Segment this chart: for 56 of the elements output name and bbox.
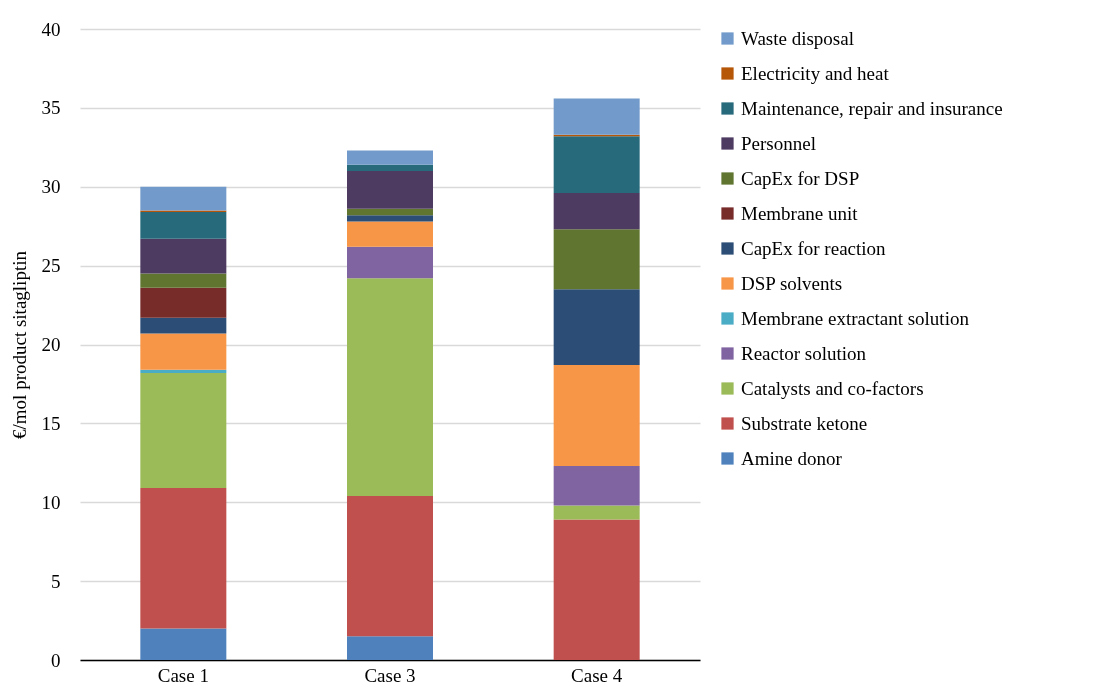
y-tick-label: 0 xyxy=(51,649,61,671)
y-tick-label: 15 xyxy=(41,412,61,434)
bar xyxy=(140,287,227,318)
legend-label: Membrane extractant solution xyxy=(741,307,970,329)
bar xyxy=(347,278,433,496)
y-axis-title: €/mol product sitagliptin xyxy=(8,250,30,439)
legend-label: Personnel xyxy=(741,132,816,154)
y-tick-label: 35 xyxy=(41,97,61,119)
y-tick-label: 25 xyxy=(41,255,61,277)
bar xyxy=(140,317,227,334)
bar xyxy=(553,365,640,466)
bar xyxy=(140,488,227,629)
legend-label: Substrate ketone xyxy=(741,412,868,434)
bar xyxy=(347,636,433,660)
bar xyxy=(553,193,640,230)
bar xyxy=(140,372,227,489)
bar xyxy=(140,333,227,370)
legend-label: Catalysts and co-factors xyxy=(741,377,924,399)
y-tick-label: 40 xyxy=(41,18,61,40)
bar xyxy=(553,229,640,290)
x-tick-label: Case 3 xyxy=(364,664,416,686)
legend-label: CapEx for reaction xyxy=(741,237,887,259)
bar xyxy=(140,369,227,373)
legend-label: DSP solvents xyxy=(741,272,843,294)
bar xyxy=(553,465,640,506)
bar xyxy=(347,208,433,216)
bar xyxy=(347,170,433,209)
bar xyxy=(553,98,640,135)
legend-label: Membrane unit xyxy=(741,202,859,224)
bar xyxy=(347,246,433,279)
y-tick-label: 10 xyxy=(41,491,61,513)
legend-label: Waste disposal xyxy=(741,27,854,49)
x-tick-label: Case 4 xyxy=(571,664,623,686)
y-tick-label: 5 xyxy=(51,570,61,592)
bar xyxy=(553,505,640,520)
bar xyxy=(140,238,227,274)
bar xyxy=(347,215,433,222)
legend-label: Maintenance, repair and insurance xyxy=(741,97,1003,119)
y-tick-label: 30 xyxy=(41,176,61,198)
bar xyxy=(140,211,227,239)
bar xyxy=(347,150,433,165)
bar xyxy=(140,273,227,288)
legend-label: Reactor solution xyxy=(741,342,867,364)
bar xyxy=(347,221,433,247)
bar xyxy=(140,186,227,211)
legend-label: Amine donor xyxy=(741,447,843,469)
bar xyxy=(553,519,640,660)
legend-label: Electricity and heat xyxy=(741,62,890,84)
bar xyxy=(140,628,227,660)
y-tick-label: 20 xyxy=(41,334,61,355)
bar xyxy=(347,495,433,637)
x-tick-label: Case 1 xyxy=(157,664,209,686)
bar xyxy=(347,164,433,171)
bar xyxy=(553,136,640,194)
bar xyxy=(553,289,640,366)
legend-label: CapEx for DSP xyxy=(741,167,860,189)
